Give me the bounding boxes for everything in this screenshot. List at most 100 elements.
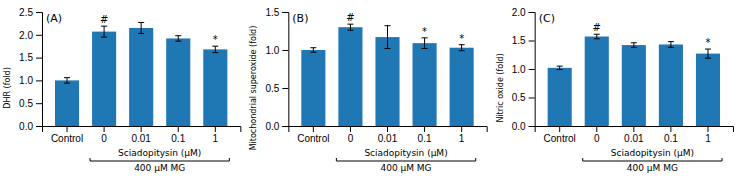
x-tick: 0.1	[171, 126, 185, 144]
annotation: 400 μM MG	[134, 163, 185, 173]
tick-mark	[387, 126, 388, 132]
error-cap	[668, 47, 674, 48]
tick-label: 0.5	[265, 83, 279, 94]
error-line	[313, 48, 314, 53]
x-tick: 0.01	[131, 126, 151, 144]
error-cap	[310, 52, 316, 53]
tick-label: 1.0	[512, 64, 526, 75]
bracket-end	[229, 158, 230, 161]
bar	[203, 49, 227, 126]
x-tick: 0.01	[378, 126, 398, 144]
tick-label: 0	[101, 133, 107, 144]
bar	[696, 54, 720, 126]
error-bar	[422, 38, 428, 49]
tick-mark	[529, 41, 535, 42]
axis-line	[282, 13, 289, 127]
error-cap	[705, 58, 711, 59]
bar	[166, 38, 190, 126]
error-cap	[138, 33, 144, 34]
error-line	[67, 78, 68, 83]
tick-mark	[529, 12, 535, 13]
tick-label: 2.0	[512, 7, 526, 18]
y-tick: 0.0	[512, 121, 535, 132]
error-line	[387, 26, 388, 49]
error-cap	[594, 38, 600, 39]
tick-mark	[596, 126, 597, 132]
x-axis-label: Sciadopitysin (μM)	[364, 148, 447, 158]
tick-mark	[282, 126, 288, 127]
bar	[413, 43, 437, 126]
y-tick: 2.0	[512, 7, 535, 18]
y-axis: 0.00.51.01.5	[265, 7, 288, 132]
y-tick: 1.0	[19, 75, 42, 86]
tick-mark	[529, 69, 535, 70]
y-axis: 0.00.51.01.52.0	[512, 7, 535, 132]
axis-line	[43, 127, 241, 133]
x-tick: 0.01	[624, 126, 644, 144]
tick-mark	[529, 98, 535, 99]
axis-line	[535, 127, 733, 133]
error-cap	[64, 83, 70, 84]
tick-label: 0.1	[171, 133, 185, 144]
error-line	[215, 46, 216, 52]
bar	[585, 37, 609, 126]
sig-label: #	[346, 12, 354, 23]
axis-line	[36, 13, 43, 127]
tick-mark	[215, 126, 216, 132]
tick-label: 0.01	[624, 133, 644, 144]
tick-label: 1	[705, 133, 711, 144]
sig-label: *	[213, 34, 218, 45]
annotation: 400 μM MG	[627, 163, 678, 173]
y-tick: 0.5	[19, 98, 42, 109]
sig-label: #	[593, 22, 601, 33]
error-cap	[705, 49, 711, 50]
tick-label: Control	[544, 133, 576, 144]
error-line	[707, 49, 708, 58]
error-bar	[385, 26, 391, 49]
y-tick: 1.0	[265, 45, 288, 56]
sig-label: #	[100, 14, 108, 25]
error-cap	[668, 41, 674, 42]
tick-label: 0.0	[265, 121, 279, 132]
bracket	[90, 158, 229, 161]
error-cap	[557, 66, 563, 67]
bar	[92, 32, 116, 126]
tick-mark	[36, 35, 42, 36]
tick-label: 0.0	[19, 121, 33, 132]
tick-mark	[36, 12, 42, 13]
tick-mark	[282, 88, 288, 89]
tick-mark	[282, 12, 288, 13]
error-cap	[347, 30, 353, 31]
panel: 0.00.51.01.52.0Control00.010.11#*(C)Nitr…	[496, 7, 734, 173]
error-bar	[310, 48, 316, 53]
panel-label: (A)	[46, 12, 62, 25]
error-line	[633, 43, 634, 48]
error-bar	[705, 49, 711, 58]
tick-mark	[36, 80, 42, 81]
error-bar	[175, 36, 181, 41]
tick-mark	[424, 126, 425, 132]
error-bar	[212, 46, 218, 52]
error-line	[424, 38, 425, 49]
x-tick: Control	[297, 126, 329, 144]
bar	[338, 27, 362, 126]
error-cap	[175, 35, 181, 36]
annotation: 400 μM MG	[380, 163, 431, 173]
error-cap	[101, 26, 107, 27]
sig-label: *	[459, 33, 464, 44]
bar	[375, 37, 399, 126]
tick-mark	[36, 126, 42, 127]
y-tick: 0.0	[265, 121, 288, 132]
tick-mark	[559, 126, 560, 132]
tick-mark	[178, 126, 179, 132]
bar	[129, 28, 153, 126]
y-axis-label: Mitochondrial superoxide (fold)	[249, 26, 258, 151]
bar	[659, 44, 683, 126]
y-tick: 0.5	[265, 83, 288, 94]
tick-label: 0	[594, 133, 600, 144]
y-tick: 0.5	[512, 92, 535, 103]
y-axis-label: DHR (fold)	[3, 67, 12, 109]
bracket-line	[336, 161, 475, 162]
tick-label: 0.1	[664, 133, 678, 144]
y-tick: 2.0	[19, 30, 42, 41]
